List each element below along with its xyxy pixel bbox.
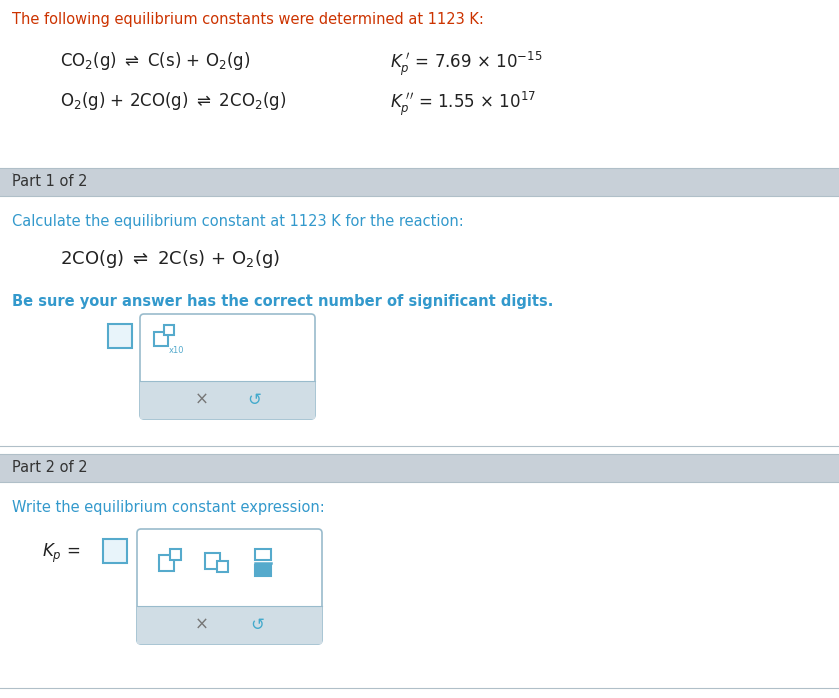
Bar (255, 549, 271, 560)
Text: ×: × (195, 391, 208, 409)
Bar (0, 0, 839, 170)
Text: CO$_2$(g) $\rightleftharpoons$ C(s) + O$_2$(g): CO$_2$(g) $\rightleftharpoons$ C(s) + O$… (60, 50, 250, 72)
Text: Calculate the equilibrium constant at 1123 K for the reaction:: Calculate the equilibrium constant at 11… (12, 214, 464, 229)
Text: 10.5: 10.5 (12, 173, 15, 174)
Text: Be sure your answer has the correct number of significant digits.: Be sure your answer has the correct numb… (12, 294, 554, 309)
FancyBboxPatch shape (140, 314, 315, 419)
Bar (170, 549, 181, 560)
Bar (0, 454, 839, 482)
Text: x10: x10 (169, 346, 185, 355)
Bar (159, 555, 174, 571)
Bar (164, 325, 174, 335)
Text: 2CO(g) $\rightleftharpoons$ 2C(s) + O$_2$(g): 2CO(g) $\rightleftharpoons$ 2C(s) + O$_2… (60, 248, 280, 270)
Text: $K_p^{\ \prime\prime}$ = 1.55 × 10$^{17}$: $K_p^{\ \prime\prime}$ = 1.55 × 10$^{17}… (390, 90, 536, 118)
Bar (0, 196, 839, 446)
Bar (0, 168, 839, 196)
Bar (108, 324, 132, 348)
Text: $K_p$ =: $K_p$ = (42, 542, 81, 565)
FancyBboxPatch shape (137, 529, 322, 644)
Text: ×: × (195, 616, 209, 634)
Bar (137, 606, 322, 644)
Text: Write the equilibrium constant expression:: Write the equilibrium constant expressio… (12, 500, 325, 515)
Bar (103, 539, 127, 563)
Text: Part 1 of 2: Part 1 of 2 (12, 174, 87, 189)
Bar (205, 553, 220, 569)
Text: $K_p^{\ \prime}$ = 7.69 × 10$^{-15}$: $K_p^{\ \prime}$ = 7.69 × 10$^{-15}$ (390, 50, 543, 78)
Text: The following equilibrium constants were determined at 1123 K:: The following equilibrium constants were… (12, 12, 484, 27)
Bar (154, 332, 168, 346)
Bar (255, 565, 271, 576)
Bar (0, 482, 839, 688)
Bar (217, 561, 228, 572)
Text: ↺: ↺ (247, 391, 261, 409)
Text: ↺: ↺ (250, 616, 264, 634)
Text: Part 2 of 2: Part 2 of 2 (12, 460, 87, 475)
Bar (140, 381, 315, 419)
Text: O$_2$(g) + 2CO(g) $\rightleftharpoons$ 2CO$_2$(g): O$_2$(g) + 2CO(g) $\rightleftharpoons$ 2… (60, 90, 286, 112)
